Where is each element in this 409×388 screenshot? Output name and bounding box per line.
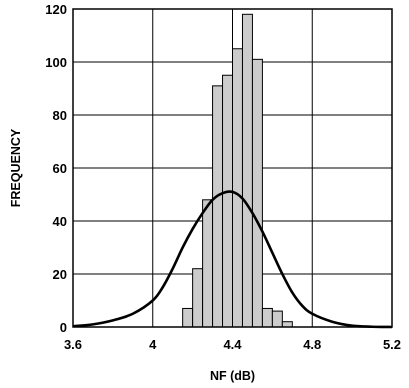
x-axis-label: NF (dB) bbox=[210, 369, 255, 383]
x-tick-labels: 3.6 4 4.4 4.8 5.2 bbox=[64, 337, 401, 352]
histogram-bar bbox=[241, 13, 253, 328]
histogram-bar bbox=[182, 307, 194, 328]
y-tick-label: 0 bbox=[60, 320, 67, 335]
histogram-bar bbox=[222, 74, 233, 328]
y-tick-label: 20 bbox=[53, 267, 67, 282]
x-tick-label: 4.4 bbox=[223, 337, 242, 352]
histogram-bar bbox=[202, 199, 214, 328]
histogram-bar bbox=[261, 307, 273, 328]
distribution-curve bbox=[72, 190, 393, 329]
y-axis-label: FREQUENCY bbox=[9, 128, 23, 207]
x-tick-label: 5.2 bbox=[383, 337, 401, 352]
y-tick-label: 100 bbox=[45, 55, 67, 70]
histogram-bar bbox=[251, 58, 263, 328]
x-tick-label: 4.8 bbox=[303, 337, 321, 352]
y-tick-labels: 0 20 40 60 80 100 120 bbox=[45, 2, 67, 335]
histogram-bars bbox=[182, 13, 293, 328]
histogram-bar bbox=[281, 321, 293, 328]
x-tick-label: 4 bbox=[149, 337, 157, 352]
histogram-bar bbox=[192, 268, 204, 328]
plot-frame bbox=[72, 8, 393, 328]
y-tick-label: 80 bbox=[53, 108, 67, 123]
histogram-bar bbox=[271, 310, 283, 328]
y-tick-label: 60 bbox=[53, 161, 67, 176]
y-tick-label: 40 bbox=[53, 214, 67, 229]
y-tick-label: 120 bbox=[45, 2, 67, 17]
x-tick-label: 3.6 bbox=[64, 337, 82, 352]
histogram-bar bbox=[232, 48, 243, 328]
histogram-bar bbox=[212, 85, 224, 328]
